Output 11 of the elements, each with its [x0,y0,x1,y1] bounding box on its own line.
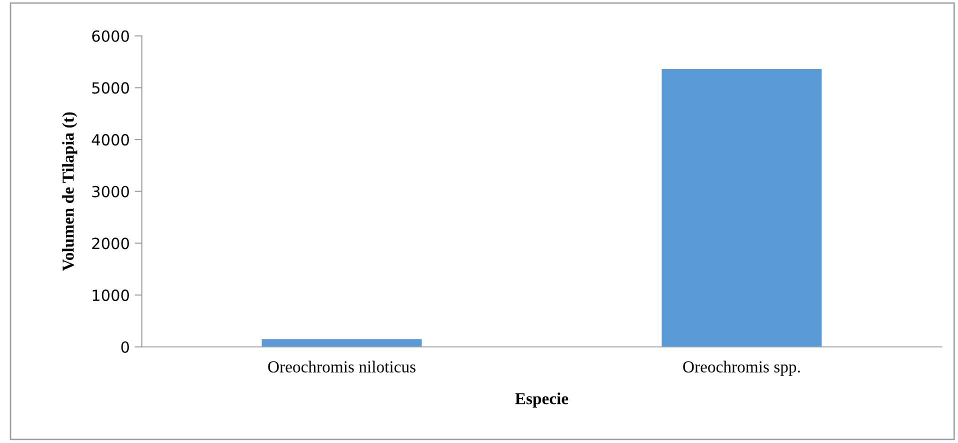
y-tick-label: 4000 [92,134,129,146]
y-axis-title: Volumen de Tilapia (t) [62,112,78,271]
x-tick-label: Oreochromis spp. [683,360,800,376]
y-tick-label: 0 [121,341,129,353]
y-tick-label: 3000 [92,186,129,198]
y-tick-label: 2000 [92,238,129,250]
x-tick-label: Oreochromis niloticus [268,360,416,372]
y-tick-label: 1000 [92,290,129,302]
y-tick-label: 5000 [92,82,129,94]
x-axis-title: Especie [515,392,568,408]
y-tick-label: 6000 [92,30,129,42]
